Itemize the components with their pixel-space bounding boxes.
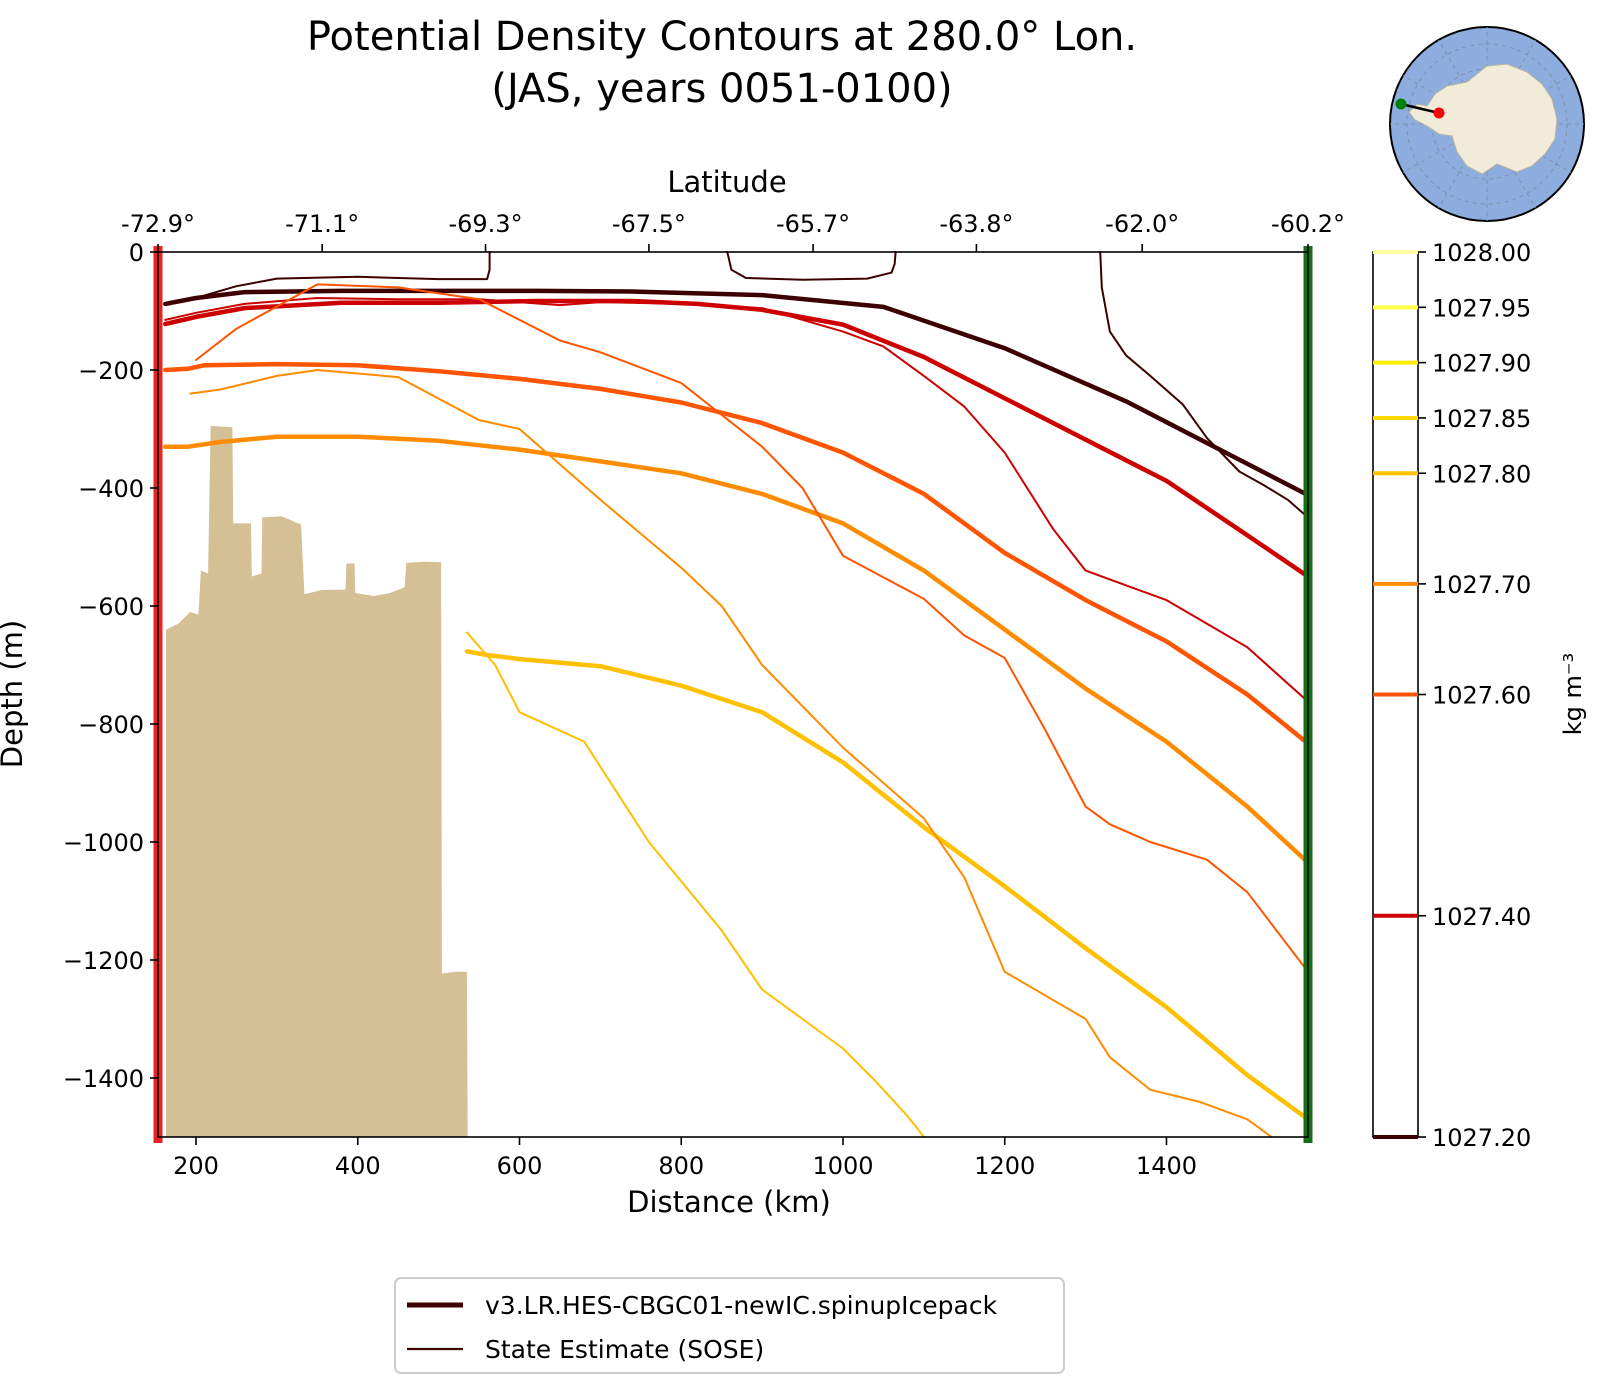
inset-section-line [1400, 102, 1440, 115]
x-tick-label: 600 [497, 1152, 543, 1180]
sose-contour-1027.8-11 [465, 631, 925, 1138]
colorbar-tick-label: 1027.90 [1432, 350, 1531, 378]
colorbar-tick-label: 1027.70 [1432, 571, 1531, 599]
colorbar-tick-label: 1027.60 [1432, 682, 1531, 710]
model-contour-1027.6-2 [163, 361, 1311, 746]
x-tick-label: 800 [658, 1152, 704, 1180]
colorbar-tick-label: 1027.80 [1432, 460, 1531, 488]
inset-section-start-dot [1395, 98, 1407, 110]
y-tick-label: −800 [78, 711, 144, 739]
model-contour-1027.2-0 [163, 288, 1311, 498]
sose-contour-1027.4-8 [164, 297, 1309, 703]
y-tick-label: −1400 [63, 1065, 144, 1093]
y-axis-label: Depth (m) [0, 620, 29, 768]
colorbar-tick-label: 1027.40 [1432, 903, 1531, 931]
legend-box [394, 1277, 1065, 1374]
colorbar-tick-label: 1028.00 [1432, 239, 1531, 267]
inset-antarctica-land [1408, 63, 1558, 175]
lat-tick-label: -62.0° [1105, 210, 1179, 238]
axes: 200 400 600 800 1000 1200 1400 0 −200 −400 −600 −80… [63, 210, 1345, 1180]
bathymetry-shape [166, 426, 468, 1137]
colorbar: 1027.20 1027.40 1027.60 1027.70 1027.80 1027.… [1372, 239, 1531, 1152]
colorbar-tick-label: 1027.95 [1432, 294, 1531, 322]
lat-tick-label: -72.9° [121, 210, 195, 238]
sose-contour-1027.7-10 [189, 369, 1273, 1138]
sose-contour-1027.6-9 [195, 283, 1309, 973]
y-tick-label: −200 [78, 357, 144, 385]
x-tick-label: 1400 [1136, 1152, 1197, 1180]
plot-frame [157, 251, 1309, 1138]
y-tick-label: 0 [129, 239, 144, 267]
lat-tick-label: -71.1° [285, 210, 359, 238]
legend-label-sose: State Estimate (SOSE) [485, 1335, 764, 1364]
x-tick-label: 400 [335, 1152, 381, 1180]
chart-title: Potential Density Contours at 280.0° Lon… [307, 14, 1137, 60]
bathymetry-layer [166, 426, 468, 1137]
lat-tick-label: -67.5° [612, 210, 686, 238]
inset-section-end-dot [1433, 107, 1445, 119]
x-tick-label: 200 [173, 1152, 219, 1180]
legend-label-model: v3.LR.HES-CBGC01-newIC.spinupIcepack [485, 1291, 998, 1320]
lat-tick-label: -60.2° [1271, 210, 1345, 238]
top-axis-label: Latitude [667, 165, 786, 199]
contour-lines [163, 251, 1311, 1138]
x-tick-label: 1200 [974, 1152, 1035, 1180]
sose-contour-1027.2-7 [1099, 251, 1309, 519]
legend: v3.LR.HES-CBGC01-newIC.spinupIcepack Sta… [394, 1277, 1065, 1374]
lat-tick-label: -65.7° [776, 210, 850, 238]
colorbar-label: kg m⁻³ [1559, 653, 1587, 735]
lat-tick-label: -69.3° [448, 210, 522, 238]
x-tick-label: 1000 [812, 1152, 873, 1180]
antarctica-inset-map [1389, 26, 1585, 222]
lat-tick-label: -63.8° [939, 210, 1013, 238]
x-axis-label: Distance (km) [627, 1185, 831, 1219]
model-contour-1027.7-3 [163, 434, 1311, 865]
sose-contour-1027.2-6 [726, 251, 897, 281]
y-tick-label: −1200 [63, 947, 144, 975]
colorbar-tick-label: 1027.20 [1432, 1124, 1531, 1152]
sose-contour-1027.2-5 [164, 251, 491, 305]
model-contour-1027.8-4 [464, 649, 1311, 1122]
y-tick-label: −400 [78, 475, 144, 503]
colorbar-tick-label: 1027.85 [1432, 405, 1531, 433]
y-tick-label: −600 [78, 593, 144, 621]
chart-subtitle: (JAS, years 0051-0100) [491, 66, 952, 112]
y-tick-label: −1000 [63, 829, 144, 857]
